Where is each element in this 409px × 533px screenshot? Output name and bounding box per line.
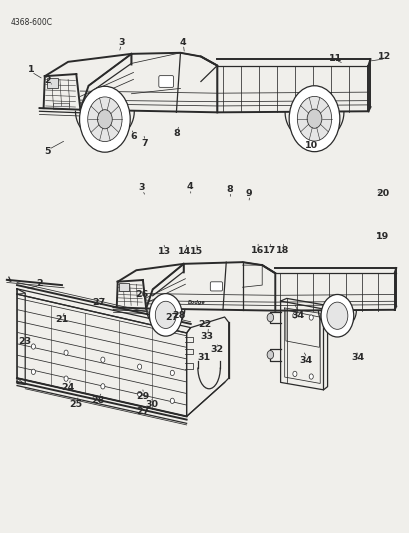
Circle shape (297, 96, 331, 141)
Text: 31: 31 (197, 353, 210, 362)
Text: 2: 2 (36, 279, 43, 288)
Circle shape (266, 313, 273, 322)
Text: 26: 26 (135, 289, 148, 298)
Circle shape (64, 350, 68, 356)
Circle shape (31, 344, 35, 349)
Circle shape (326, 302, 347, 329)
Circle shape (170, 370, 174, 376)
Circle shape (288, 86, 339, 152)
Circle shape (308, 315, 312, 320)
Text: 15: 15 (190, 247, 203, 256)
Circle shape (149, 294, 182, 336)
Circle shape (79, 86, 130, 152)
Text: 32: 32 (210, 345, 223, 354)
Text: 3: 3 (118, 38, 124, 47)
Circle shape (292, 371, 296, 376)
Circle shape (97, 110, 112, 129)
Text: 6: 6 (130, 132, 137, 141)
Text: 20: 20 (375, 189, 389, 198)
Circle shape (306, 109, 321, 128)
Text: 19: 19 (375, 232, 389, 241)
Text: 4: 4 (179, 38, 185, 47)
Circle shape (31, 369, 35, 375)
Text: 30: 30 (145, 400, 158, 409)
Text: 27: 27 (165, 313, 178, 322)
FancyBboxPatch shape (210, 282, 222, 291)
Text: 12: 12 (377, 52, 391, 61)
Circle shape (170, 398, 174, 403)
Circle shape (88, 97, 122, 142)
Circle shape (320, 294, 353, 337)
Circle shape (137, 364, 142, 369)
Text: 27: 27 (92, 298, 105, 307)
Text: 8: 8 (226, 185, 232, 194)
Text: 3: 3 (138, 183, 144, 192)
Text: 23: 23 (18, 337, 31, 346)
Bar (53, 103, 69, 109)
Text: 34: 34 (299, 356, 312, 365)
Text: 7: 7 (141, 139, 148, 148)
Text: 17: 17 (262, 246, 276, 255)
Text: 4: 4 (186, 182, 193, 191)
Circle shape (101, 384, 105, 389)
Text: 21: 21 (55, 315, 68, 324)
Text: 34: 34 (351, 353, 364, 362)
Circle shape (101, 357, 105, 362)
Text: 29: 29 (136, 392, 149, 401)
Text: 8: 8 (173, 129, 179, 138)
Text: 13: 13 (157, 247, 170, 256)
Text: 27: 27 (136, 407, 149, 416)
Text: 25: 25 (70, 400, 83, 409)
Text: 11: 11 (328, 54, 342, 62)
Text: 28: 28 (91, 396, 104, 405)
Text: 28: 28 (171, 311, 185, 320)
Circle shape (64, 376, 68, 381)
Text: 4368-600C: 4368-600C (11, 18, 53, 27)
Text: 1: 1 (28, 66, 35, 74)
Text: 24: 24 (61, 383, 74, 392)
FancyBboxPatch shape (158, 76, 173, 87)
Text: Dodge: Dodge (188, 300, 205, 305)
Text: 16: 16 (250, 246, 263, 255)
Bar (47, 78, 58, 88)
Circle shape (266, 351, 273, 359)
Circle shape (137, 391, 142, 397)
Text: 33: 33 (200, 332, 213, 341)
Text: 14: 14 (178, 247, 191, 256)
Text: 18: 18 (275, 246, 289, 255)
Text: 10: 10 (304, 141, 317, 150)
Text: 9: 9 (245, 189, 252, 198)
Text: 5: 5 (44, 147, 51, 156)
Bar (119, 283, 128, 292)
Circle shape (155, 301, 176, 328)
Text: 2: 2 (44, 76, 51, 85)
Text: 22: 22 (198, 320, 211, 329)
Circle shape (308, 374, 312, 379)
Text: 34: 34 (291, 311, 304, 320)
Circle shape (292, 313, 296, 318)
